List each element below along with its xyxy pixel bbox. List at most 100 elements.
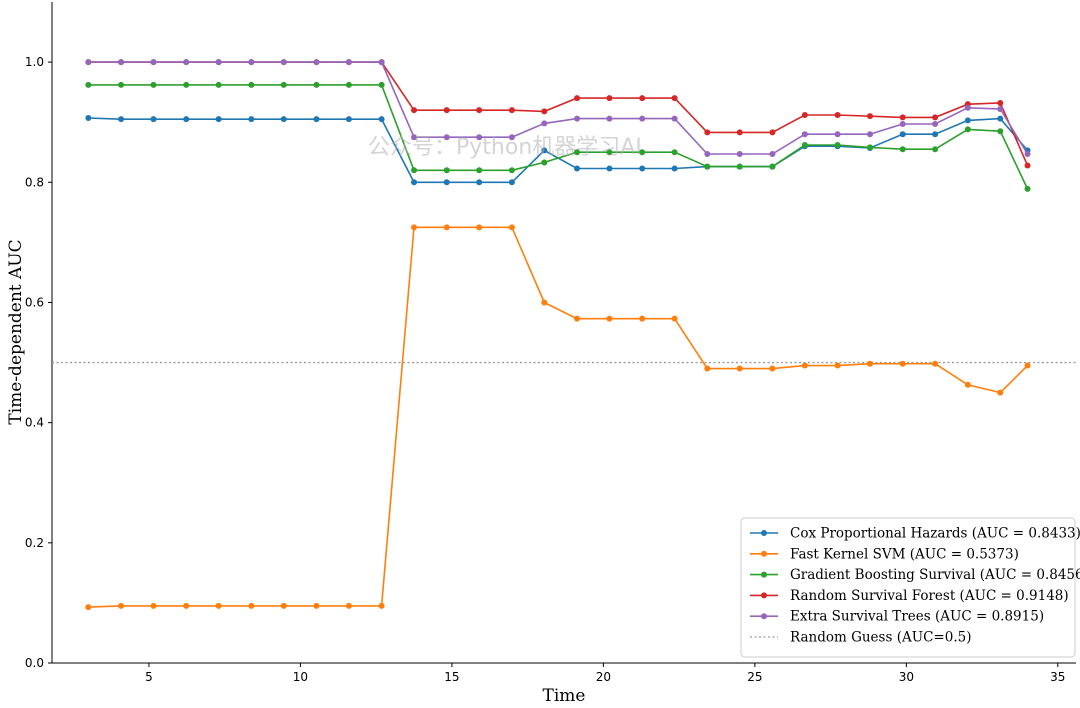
data-point bbox=[834, 111, 841, 118]
data-point bbox=[411, 107, 418, 114]
data-point bbox=[866, 113, 873, 120]
data-point bbox=[574, 165, 581, 172]
x-tick-label: 10 bbox=[293, 670, 308, 684]
data-point bbox=[508, 167, 515, 174]
data-point bbox=[1024, 162, 1031, 169]
data-point bbox=[997, 128, 1004, 135]
x-axis-title: Time bbox=[543, 686, 586, 706]
legend-marker bbox=[761, 613, 767, 620]
x-tick-label: 20 bbox=[596, 670, 611, 684]
data-point bbox=[932, 114, 939, 121]
data-point bbox=[280, 602, 287, 609]
legend-label: Gradient Boosting Survival (AUC = 0.8456… bbox=[790, 567, 1080, 583]
data-point bbox=[834, 131, 841, 138]
legend-label: Random Guess (AUC=0.5) bbox=[790, 630, 971, 646]
legend-marker bbox=[761, 550, 767, 557]
data-point bbox=[1024, 362, 1031, 369]
data-point bbox=[704, 151, 711, 158]
data-point bbox=[899, 146, 906, 153]
legend-marker bbox=[761, 571, 767, 578]
data-point bbox=[85, 59, 92, 66]
data-point bbox=[248, 602, 255, 609]
data-point bbox=[183, 116, 190, 123]
data-point bbox=[639, 149, 646, 156]
data-point bbox=[313, 81, 320, 88]
y-tick-label: 0.4 bbox=[25, 416, 44, 430]
data-point bbox=[606, 315, 613, 322]
data-point bbox=[574, 115, 581, 122]
data-point bbox=[183, 59, 190, 66]
data-point bbox=[150, 81, 157, 88]
data-point bbox=[541, 159, 548, 166]
legend: Cox Proportional Hazards (AUC = 0.8433) F… bbox=[740, 517, 1080, 658]
data-point bbox=[215, 81, 222, 88]
data-point bbox=[964, 104, 971, 111]
data-point bbox=[866, 144, 873, 151]
x-tick-label: 35 bbox=[1050, 670, 1065, 684]
x-tick-label: 30 bbox=[899, 670, 914, 684]
data-point bbox=[899, 360, 906, 367]
data-point bbox=[215, 59, 222, 66]
legend-item: Random Guess (AUC=0.5) bbox=[750, 630, 971, 646]
data-point bbox=[183, 81, 190, 88]
data-point bbox=[801, 111, 808, 118]
x-tick-label: 25 bbox=[747, 670, 762, 684]
data-point bbox=[85, 604, 92, 611]
series-line bbox=[88, 226, 1029, 608]
data-point bbox=[248, 116, 255, 123]
data-point bbox=[997, 389, 1004, 396]
data-point bbox=[476, 224, 483, 231]
data-point bbox=[150, 116, 157, 123]
y-tick-label: 0.6 bbox=[25, 295, 44, 309]
legend-item: Cox Proportional Hazards (AUC = 0.8433) bbox=[750, 526, 1080, 542]
data-point bbox=[443, 179, 450, 186]
data-point bbox=[964, 117, 971, 124]
data-point bbox=[541, 120, 548, 127]
data-point bbox=[1024, 185, 1031, 192]
legend-label: Random Survival Forest (AUC = 0.9148) bbox=[790, 588, 1069, 604]
y-tick-label: 0.8 bbox=[25, 175, 44, 189]
data-point bbox=[801, 131, 808, 138]
legend-label: Cox Proportional Hazards (AUC = 0.8433) bbox=[790, 526, 1080, 542]
data-point bbox=[866, 131, 873, 138]
series-line bbox=[88, 84, 1029, 190]
data-point bbox=[769, 163, 776, 170]
data-point bbox=[997, 105, 1004, 112]
data-point bbox=[85, 81, 92, 88]
data-point bbox=[411, 167, 418, 174]
y-axis-title: Time-dependent AUC bbox=[6, 239, 26, 424]
series-line bbox=[88, 61, 1029, 155]
legend-box bbox=[740, 517, 1076, 658]
data-point bbox=[443, 107, 450, 114]
data-point bbox=[671, 149, 678, 156]
y-tick-label: 0.2 bbox=[25, 536, 44, 550]
data-point bbox=[769, 365, 776, 372]
data-point bbox=[313, 116, 320, 123]
data-point bbox=[574, 95, 581, 102]
data-point bbox=[508, 134, 515, 141]
data-point bbox=[704, 163, 711, 170]
data-point bbox=[118, 59, 125, 66]
legend-item: Gradient Boosting Survival (AUC = 0.8456… bbox=[750, 567, 1080, 583]
data-point bbox=[345, 116, 352, 123]
data-point bbox=[736, 163, 743, 170]
data-point bbox=[932, 131, 939, 138]
data-point bbox=[769, 151, 776, 158]
data-point bbox=[443, 224, 450, 231]
data-point bbox=[150, 59, 157, 66]
data-point bbox=[378, 81, 385, 88]
data-point bbox=[606, 115, 613, 122]
data-point bbox=[378, 59, 385, 66]
data-point bbox=[964, 126, 971, 133]
data-point bbox=[606, 95, 613, 102]
data-point bbox=[899, 120, 906, 127]
data-point bbox=[574, 315, 581, 322]
data-point bbox=[280, 116, 287, 123]
data-point bbox=[476, 107, 483, 114]
data-point bbox=[671, 315, 678, 322]
data-point bbox=[215, 602, 222, 609]
data-point bbox=[769, 129, 776, 136]
data-point bbox=[541, 147, 548, 154]
data-point bbox=[834, 142, 841, 149]
data-point bbox=[411, 179, 418, 186]
